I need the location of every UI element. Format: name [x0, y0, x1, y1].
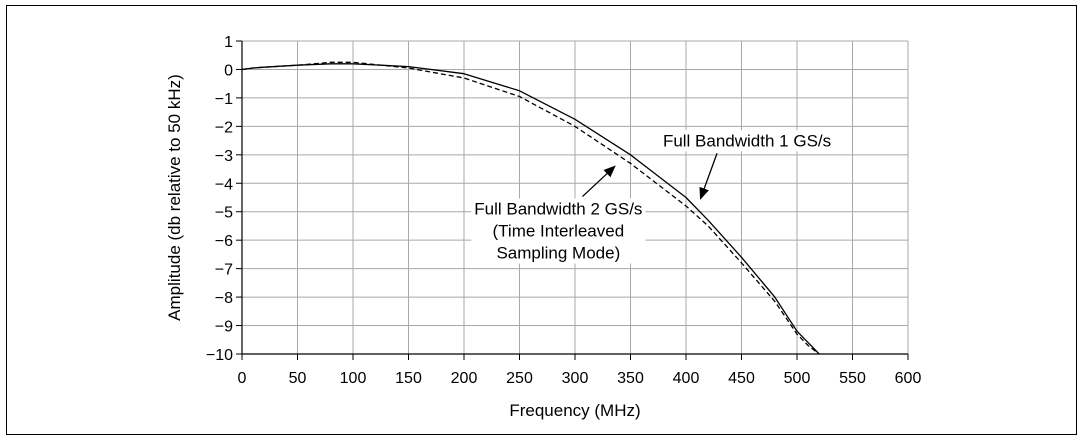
x-tick-label: 250	[506, 370, 533, 387]
x-tick-label: 350	[617, 370, 644, 387]
x-tick-label: 100	[340, 370, 367, 387]
y-tick-label: −1	[215, 91, 233, 108]
y-tick-label: −2	[215, 119, 233, 136]
annotation-text: Full Bandwidth 1 GS/s	[663, 131, 831, 150]
y-tick-label: −5	[215, 205, 233, 222]
y-tick-label: −3	[215, 148, 233, 165]
annotation-arrow	[582, 165, 616, 198]
y-tick-label: −6	[215, 233, 233, 250]
x-tick-label: 150	[395, 370, 422, 387]
annotation-arrow	[699, 153, 718, 200]
x-tick-label: 50	[289, 370, 307, 387]
annotation-layer: Full Bandwidth 1 GS/s Full Bandwidth 2 GS…	[471, 130, 835, 264]
y-tick-label: −9	[215, 319, 233, 336]
x-tick-label: 0	[238, 370, 247, 387]
x-tick-label: 550	[839, 370, 866, 387]
y-tick-label: 1	[224, 34, 233, 51]
grid-layer	[241, 40, 909, 355]
annotation-text: (Time Interleaved	[493, 222, 625, 241]
x-tick-label: 450	[728, 370, 755, 387]
y-tick-label: 0	[224, 62, 233, 79]
series-line-dashed	[241, 61, 820, 355]
annotation-text: Full Bandwidth 2 GS/s	[474, 200, 642, 219]
annotation-text: Sampling Mode)	[496, 244, 620, 263]
y-axis-title: Amplitude (db relative to 50 kHz)	[165, 74, 184, 321]
axis-layer: 0 50 100 150 200 250 300 350 400 450 500 550 600 1 0 −1…	[206, 34, 922, 387]
annotation-background	[471, 198, 646, 264]
y-tick-label: −7	[215, 262, 233, 279]
series-layer	[241, 61, 820, 355]
x-tick-label: 400	[673, 370, 700, 387]
x-tick-label: 500	[784, 370, 811, 387]
x-tick-label: 200	[451, 370, 478, 387]
y-tick-label: −4	[215, 176, 233, 193]
annotation-background	[659, 130, 835, 152]
x-tick-label: 600	[895, 370, 922, 387]
x-tick-label: 300	[562, 370, 589, 387]
y-tick-label: −10	[206, 347, 233, 364]
x-axis-title: Frequency (MHz)	[509, 401, 640, 420]
y-tick-label: −8	[215, 290, 233, 307]
